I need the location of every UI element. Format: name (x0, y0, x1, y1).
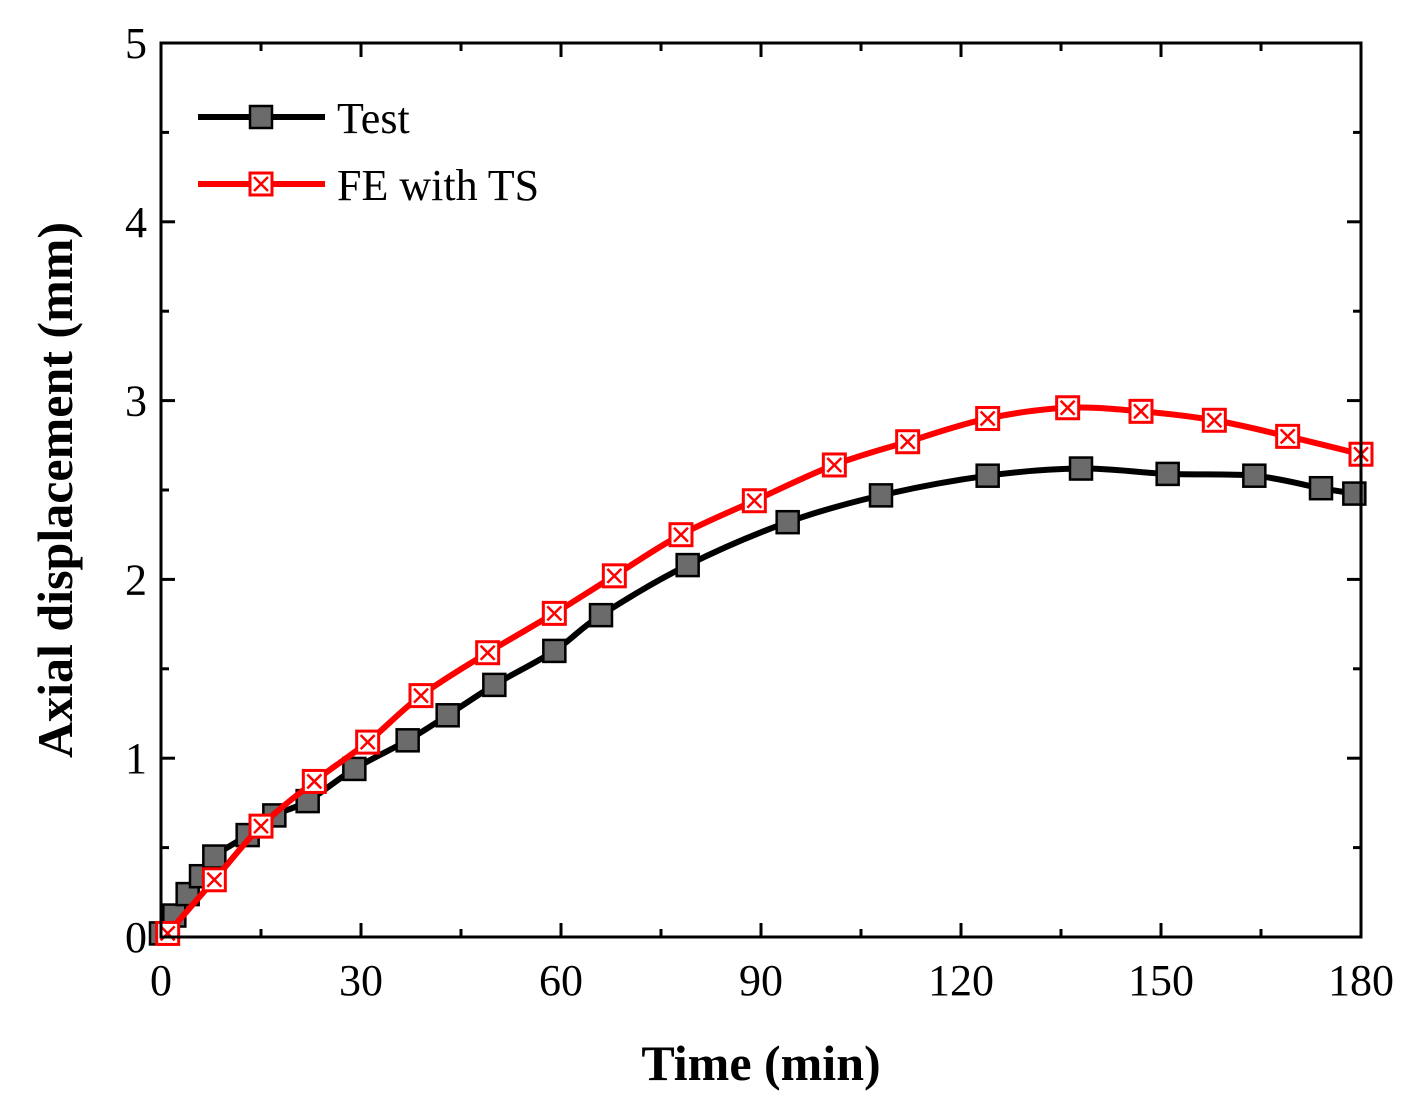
data-point-fe-with-ts (895, 429, 921, 455)
data-point-test (775, 509, 800, 535)
series-test (148, 456, 1367, 946)
data-point-test (482, 672, 507, 698)
y-tick-label: 2 (125, 555, 147, 604)
data-point-fe-with-ts (821, 452, 847, 478)
data-point-test (1308, 475, 1334, 501)
data-point-test (542, 638, 567, 664)
data-point-legend (248, 104, 274, 130)
x-tick-label: 90 (739, 956, 783, 1005)
x-tick-label: 0 (150, 956, 172, 1005)
ticks: 0 30 60 90 120 150 180 0 1 2 3 4 5 (125, 19, 1394, 1005)
data-point-test (395, 728, 420, 753)
x-tick-label: 60 (539, 956, 583, 1005)
data-point-test (342, 756, 367, 782)
data-point-test (975, 463, 1000, 488)
data-point-test (1068, 456, 1094, 481)
x-tick-label: 180 (1328, 956, 1394, 1005)
y-axis-title: Axial displacement (mm) (27, 222, 83, 758)
data-point-test (1242, 463, 1267, 488)
data-point-test (868, 483, 894, 508)
legend-label-fe-with-ts: FE with TS (337, 161, 539, 210)
legend-label-test: Test (337, 94, 410, 143)
y-tick-label: 1 (125, 734, 147, 783)
data-point-fe-with-ts (1055, 395, 1081, 421)
data-point-fe-with-ts (1128, 398, 1154, 424)
data-point-test (202, 844, 227, 869)
legend-marker-test (248, 104, 274, 130)
legend-marker-fe-with-ts (248, 171, 274, 197)
data-point-fe-with-ts (601, 563, 627, 589)
x-tick-label: 120 (928, 956, 994, 1005)
data-point-legend (248, 171, 274, 197)
data-point-fe-with-ts (741, 488, 767, 514)
series-line-test (158, 465, 1355, 936)
series-fe-with-ts (155, 395, 1374, 946)
data-point-fe-with-ts (541, 600, 567, 626)
x-tick-label: 150 (1128, 956, 1194, 1005)
plot-frame (159, 41, 1363, 939)
data-point-test (588, 602, 614, 628)
data-point-fe-with-ts (1201, 407, 1227, 433)
y-tick-label: 0 (125, 913, 147, 962)
data-point-fe-with-ts (668, 522, 694, 548)
legend: Test FE with TS (198, 94, 539, 210)
data-point-fe-with-ts (475, 640, 501, 666)
data-point-fe-with-ts (248, 813, 274, 839)
series-line-fe-with-ts (165, 404, 1362, 936)
series (148, 395, 1374, 946)
data-point-fe-with-ts (355, 729, 381, 755)
y-tick-label: 4 (125, 198, 147, 247)
data-point-fe-with-ts (1275, 423, 1301, 449)
data-point-fe-with-ts (975, 405, 1001, 431)
legend-entry-test: Test (198, 94, 410, 143)
data-point-fe-with-ts (201, 867, 227, 893)
x-axis-title: Time (min) (641, 1035, 880, 1091)
data-point-test (675, 552, 700, 578)
y-tick-label: 5 (125, 19, 147, 68)
data-point-test (435, 703, 460, 728)
y-tick-label: 3 (125, 377, 147, 426)
data-point-fe-with-ts (408, 683, 434, 709)
data-point-fe-with-ts (301, 768, 327, 794)
x-tick-label: 30 (339, 956, 383, 1005)
legend-entry-fe-with-ts: FE with TS (198, 161, 539, 210)
data-point-test (1155, 461, 1180, 487)
